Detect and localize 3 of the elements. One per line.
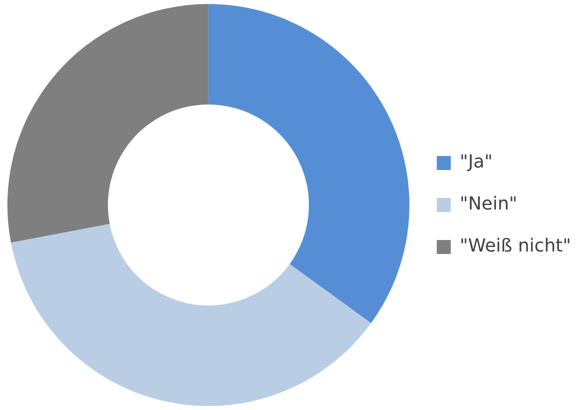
legend-label: "Nein" xyxy=(460,194,518,215)
legend-label: "Weiß nicht" xyxy=(460,236,572,257)
legend-label: "Ja" xyxy=(460,152,493,173)
